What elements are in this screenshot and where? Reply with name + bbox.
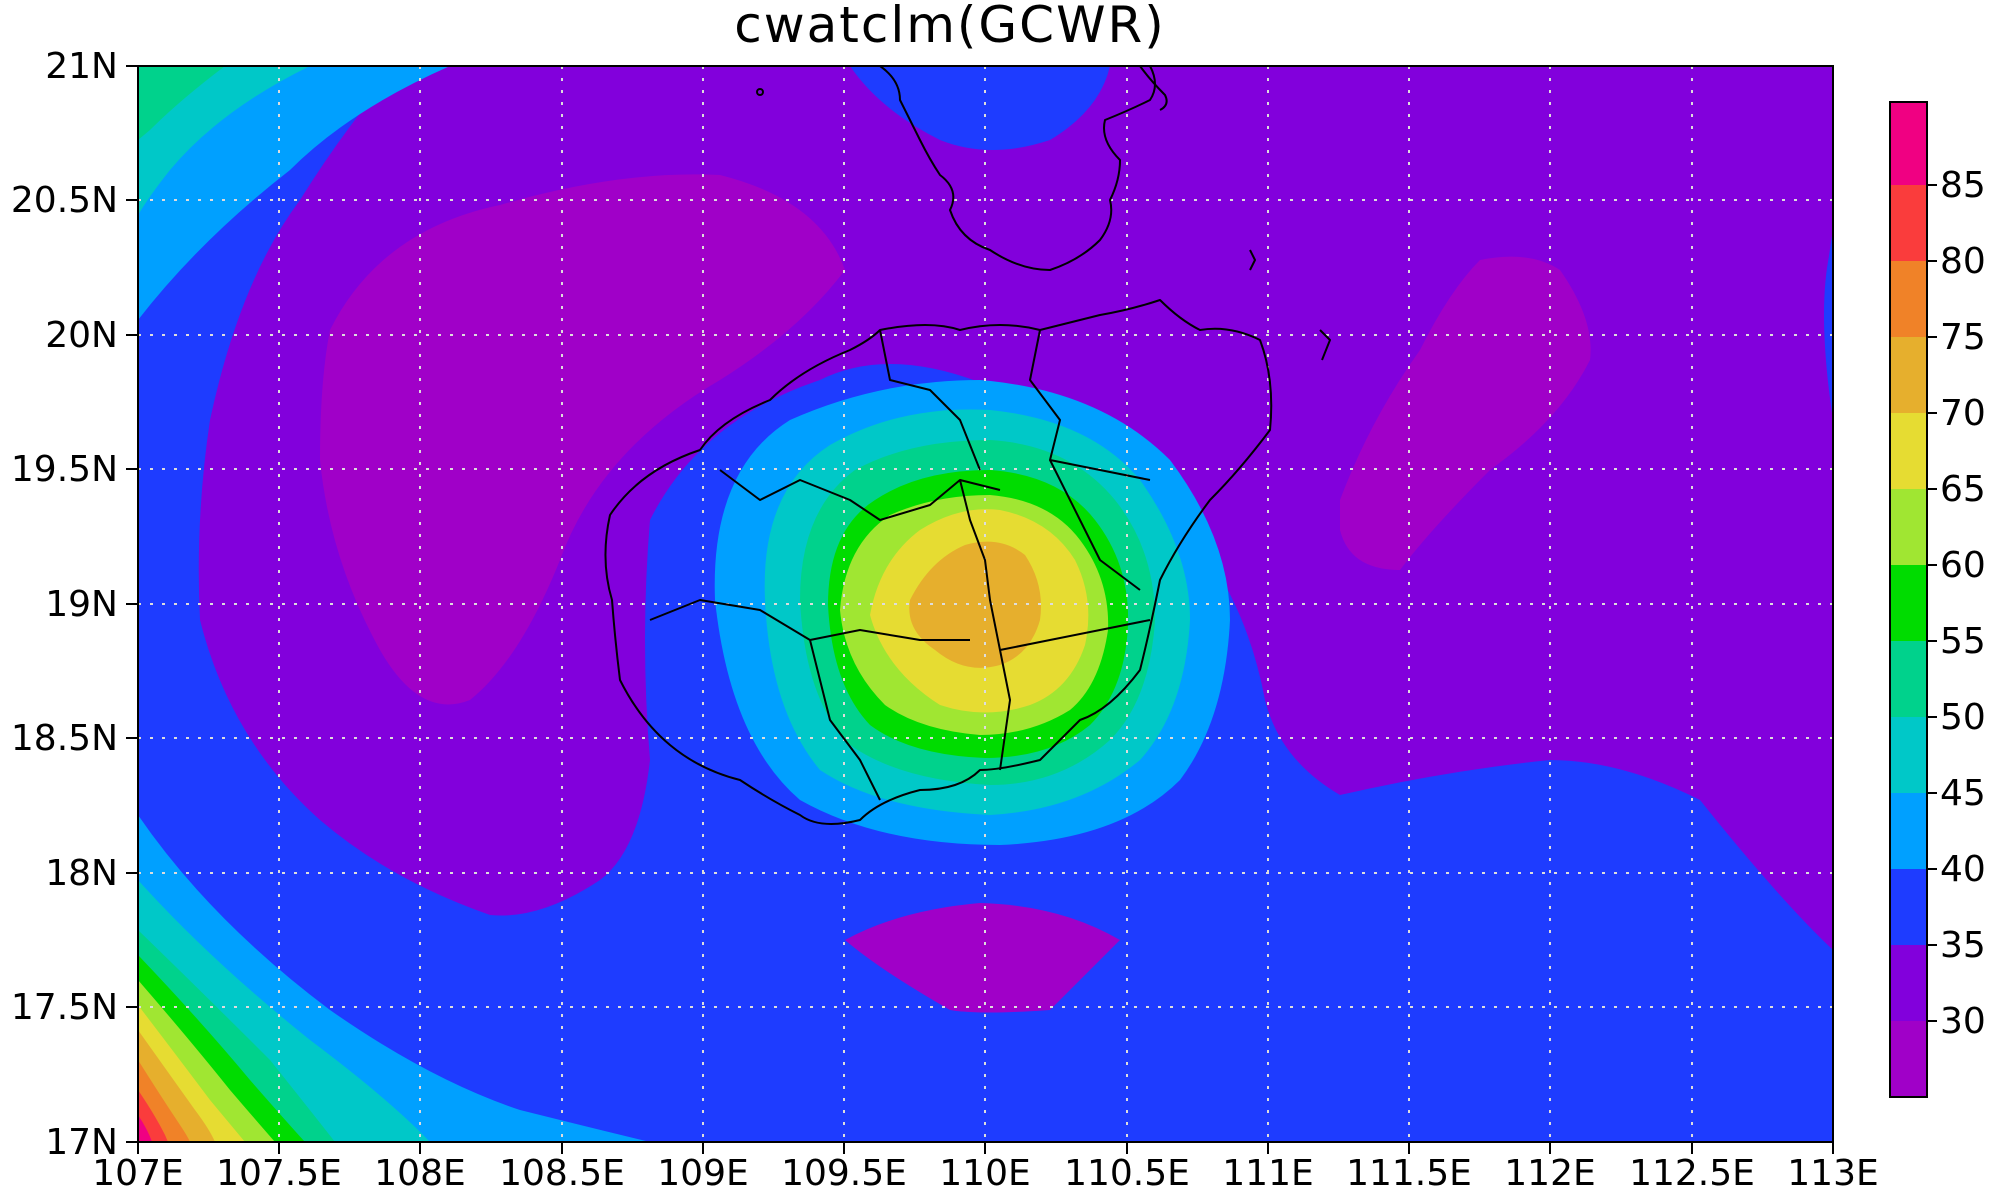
admin-boundary-5	[959, 479, 1011, 771]
colorbar-label: 55	[1940, 621, 1986, 662]
colorbar-label: 80	[1940, 241, 1986, 282]
colorbar-swatch	[1890, 261, 1927, 337]
contour-band-25-30	[1340, 256, 1591, 570]
mainland-coastline	[879, 65, 1156, 271]
admin-boundary-3	[1029, 329, 1151, 481]
y-tick-label: 18N	[45, 853, 118, 894]
x-tick-label: 107E	[92, 1153, 183, 1192]
contour-band-25-30	[320, 174, 845, 705]
colorbar-label: 75	[1940, 317, 1986, 358]
colorbar-swatch	[1890, 717, 1927, 793]
colorbar-ticks	[1927, 184, 1937, 1022]
contour-band-35-40	[850, 66, 1110, 150]
y-tick-label: 19.5N	[11, 449, 118, 490]
y-tick-label: 19N	[45, 584, 118, 625]
x-tick-label: 109.5E	[781, 1153, 907, 1192]
colorbar-swatch	[1890, 1021, 1927, 1097]
admin-boundary-8	[999, 619, 1151, 651]
colorbar-label: 50	[1940, 697, 1986, 738]
colorbar-swatch	[1890, 185, 1927, 261]
y-tick-label: 20N	[45, 315, 118, 356]
y-tick-label: 20.5N	[11, 180, 118, 221]
colorbar-label: 40	[1940, 849, 1986, 890]
x-tick-label: 112E	[1504, 1153, 1595, 1192]
x-tick-label: 113E	[1787, 1153, 1878, 1192]
island-1	[1249, 249, 1256, 271]
colorbar-label: 35	[1940, 925, 1986, 966]
x-tick-label: 108E	[374, 1153, 465, 1192]
admin-boundary-1	[719, 469, 1001, 521]
contour-band-85-plus	[138, 1115, 152, 1142]
x-tick-label: 111.5E	[1346, 1153, 1472, 1192]
x-axis-labels: 107E 107.5E 108E 108.5E 109E 109.5E 110E…	[92, 1153, 1878, 1192]
map-title: cwatclm(GCWR)	[734, 0, 1166, 54]
x-tick-label: 111E	[1222, 1153, 1313, 1192]
colorbar-label: 30	[1940, 1001, 1986, 1042]
colorbar: 30 35 40 45 50 55 60 65 70 75 80 85	[1889, 101, 1986, 1098]
contour-band-50-55	[138, 66, 225, 140]
mainland-coast-east	[1139, 65, 1168, 111]
colorbar-swatch	[1890, 641, 1927, 717]
x-axis-ticks	[137, 1142, 1834, 1154]
admin-boundary-6	[1049, 459, 1141, 591]
y-axis-ticks	[126, 65, 138, 1143]
colorbar-swatch	[1890, 793, 1927, 869]
x-tick-label: 108.5E	[499, 1153, 625, 1192]
colorbar-swatch	[1890, 413, 1927, 489]
y-tick-label: 18.5N	[11, 718, 118, 759]
y-tick-label: 17N	[45, 1122, 118, 1163]
admin-boundary-2	[879, 329, 981, 471]
y-axis-labels: 21N 20.5N 20N 19.5N 19N 18.5N 18N 17.5N …	[11, 46, 118, 1163]
y-tick-label: 21N	[45, 46, 118, 87]
contour-band-45-50	[138, 66, 310, 215]
x-tick-label: 110E	[939, 1153, 1030, 1192]
contour-band-40-45	[138, 66, 450, 320]
colorbar-swatch	[1890, 945, 1927, 1021]
island-3	[756, 88, 764, 96]
y-tick-label: 17.5N	[11, 987, 118, 1028]
colorbar-frame	[1889, 101, 1928, 1098]
x-tick-label: 110.5E	[1064, 1153, 1190, 1192]
x-tick-label: 112.5E	[1629, 1153, 1755, 1192]
colorbar-label: 60	[1940, 545, 1986, 586]
island-2	[1319, 329, 1331, 361]
coastline-outlines	[604, 65, 1331, 825]
colorbar-swatch	[1890, 102, 1927, 185]
colorbar-label: 85	[1940, 165, 1986, 206]
colorbar-swatch	[1890, 565, 1927, 641]
contour-band-35-40	[1824, 240, 1833, 420]
colorbar-label: 45	[1940, 773, 1986, 814]
colorbar-label: 70	[1940, 393, 1986, 434]
contour-band-25-30	[845, 903, 1120, 1013]
x-tick-label: 109E	[657, 1153, 748, 1192]
admin-boundary-7	[809, 639, 881, 801]
x-tick-label: 107.5E	[216, 1153, 342, 1192]
colorbar-swatch	[1890, 489, 1927, 565]
colorbar-swatch	[1890, 337, 1927, 413]
contour-band-70-75	[909, 541, 1041, 668]
colorbar-label: 65	[1940, 469, 1986, 510]
colorbar-swatch	[1890, 869, 1927, 945]
